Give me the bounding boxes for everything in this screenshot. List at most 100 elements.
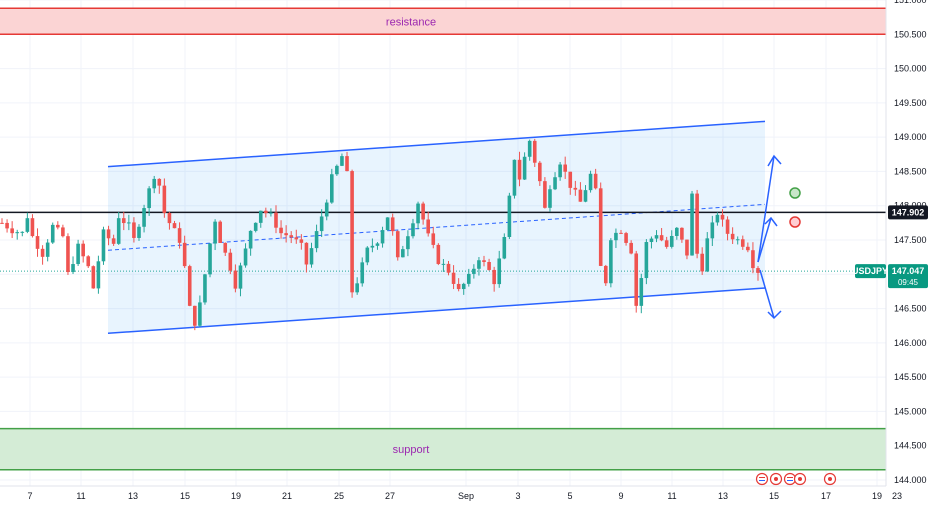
- candle-body: [218, 221, 222, 243]
- candle-body: [705, 238, 710, 272]
- candle-body: [147, 188, 151, 209]
- candle-body: [649, 238, 654, 243]
- price-tick-label: 144.500: [894, 441, 927, 451]
- candle-body: [654, 235, 659, 239]
- time-axis[interactable]: 7 11 13 15 19 21 25 27 Sep 3 5 9 11 13 15 17 19 23: [0, 485, 902, 501]
- candle-body: [578, 189, 583, 202]
- candle-body: [319, 216, 324, 232]
- candle-body: [355, 283, 359, 293]
- level-price-badge: [888, 205, 928, 220]
- us-flag-icon[interactable]: [755, 472, 769, 486]
- support-label: support: [393, 444, 430, 456]
- candle-body: [512, 159, 517, 196]
- price-tick-label: 149.500: [894, 98, 927, 108]
- price-tick-label: 147.500: [894, 235, 927, 245]
- time-tick-label: 27: [385, 491, 395, 501]
- time-tick-label: 19: [872, 491, 882, 501]
- candle-body: [350, 171, 354, 293]
- candle-body: [532, 140, 537, 163]
- candle-body: [563, 164, 567, 172]
- candle-body: [472, 268, 476, 274]
- projection-arrow-up[interactable]: [757, 155, 775, 263]
- candle-body: [213, 221, 217, 244]
- candle-body: [360, 262, 365, 284]
- candle-body: [137, 226, 141, 238]
- candle-body: [127, 222, 131, 224]
- price-tick-label: 146.000: [894, 338, 927, 348]
- us-flag-icon[interactable]: [783, 472, 797, 486]
- candle-body: [182, 242, 187, 267]
- candle-body: [253, 222, 258, 231]
- candle-body: [522, 156, 527, 180]
- time-tick-label: 9: [618, 491, 623, 501]
- candle-body: [426, 219, 431, 234]
- candle-body: [451, 272, 456, 284]
- candle-body: [385, 217, 390, 231]
- candle-body: [258, 210, 263, 223]
- price-tick-label: 145.500: [894, 372, 927, 382]
- candle-body: [142, 208, 146, 227]
- candle-body: [96, 261, 101, 289]
- candle-body: [720, 214, 725, 220]
- candle-body: [345, 156, 349, 172]
- projection-arrow-up-head: [767, 154, 782, 167]
- time-tick-label: 13: [718, 491, 728, 501]
- candle-body: [421, 203, 425, 220]
- horizontal-level[interactable]: [0, 211, 886, 272]
- symbol-badge: [855, 264, 886, 279]
- candle-body: [193, 305, 197, 326]
- candle-body: [370, 245, 375, 248]
- candle-body: [568, 171, 573, 188]
- channel-upper-line[interactable]: [107, 120, 766, 168]
- candle-body: [740, 239, 745, 247]
- candle-body: [441, 263, 446, 265]
- candle-body: [76, 243, 80, 265]
- candle-body: [167, 212, 172, 224]
- candle-body: [603, 265, 608, 284]
- candle-body: [20, 231, 25, 233]
- projection-arrow-mid-head: [764, 216, 778, 227]
- candle-body: [583, 190, 588, 202]
- candle-body: [482, 260, 486, 262]
- candle-body: [431, 233, 436, 245]
- candle-body: [416, 203, 420, 224]
- candle-body: [106, 229, 111, 239]
- candle-body: [609, 240, 613, 284]
- candle-body: [619, 232, 623, 234]
- candle-body: [335, 165, 339, 175]
- price-tick-label: 150.000: [894, 64, 927, 74]
- time-tick-label: 21: [282, 491, 292, 501]
- target-marker-green[interactable]: [789, 187, 801, 199]
- candle-body: [700, 253, 704, 272]
- candle-body: [538, 162, 542, 182]
- candle-body: [81, 243, 85, 257]
- time-tick-label: 5: [567, 491, 572, 501]
- projection-arrows[interactable]: [757, 154, 801, 320]
- candle-body: [507, 195, 512, 238]
- time-tick-label: 3: [515, 491, 520, 501]
- price-axis[interactable]: 151.000 150.500 150.000 149.500 149.000 148.5…: [885, 0, 927, 486]
- candle-body: [695, 193, 699, 254]
- candle-body: [56, 224, 60, 228]
- event-icons[interactable]: [755, 472, 837, 486]
- price-channel[interactable]: [107, 120, 766, 335]
- projection-arrow-down[interactable]: [759, 269, 775, 319]
- candle-body: [243, 248, 248, 266]
- candle-body: [401, 249, 405, 258]
- projection-arrow-mid[interactable]: [757, 217, 772, 263]
- channel-lower-line[interactable]: [107, 287, 766, 335]
- candle-body: [375, 243, 380, 246]
- candle-body: [629, 242, 633, 254]
- candle-body: [172, 223, 177, 229]
- candle-body: [685, 239, 689, 256]
- candle-body: [492, 269, 496, 285]
- level-price-text: 147.902: [892, 207, 925, 217]
- candle-body: [314, 231, 319, 249]
- time-tick-label: 15: [769, 491, 779, 501]
- target-marker-red[interactable]: [789, 216, 801, 228]
- candle-body: [274, 212, 278, 228]
- candle-body: [289, 235, 294, 238]
- candle-body: [177, 228, 182, 243]
- price-tick-label: 151.000: [894, 0, 927, 5]
